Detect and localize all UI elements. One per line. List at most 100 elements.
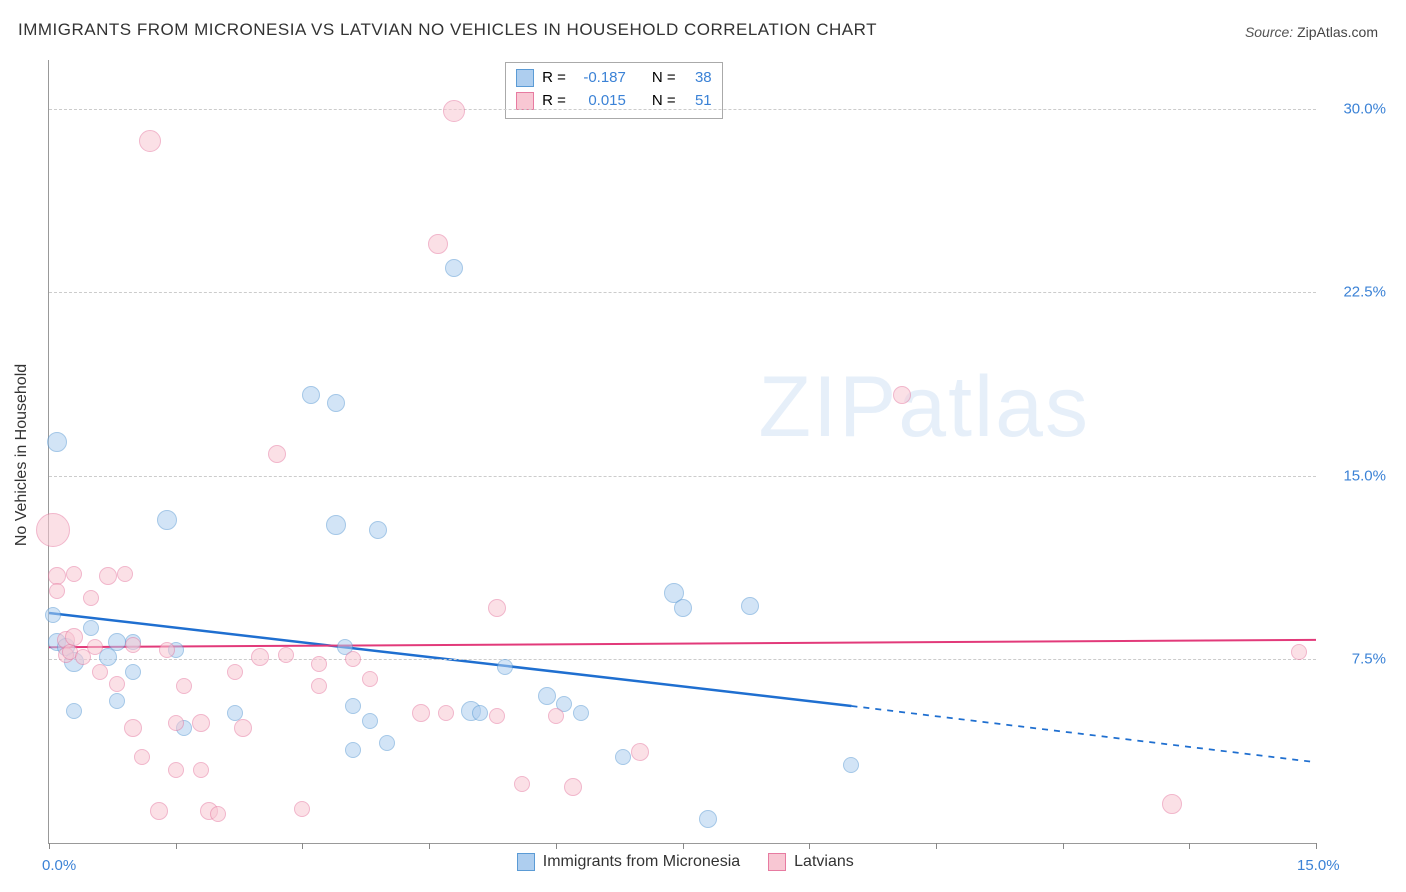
source-attribution: Source: ZipAtlas.com xyxy=(1245,24,1378,40)
data-point-latvians xyxy=(311,656,327,672)
data-point-latvians xyxy=(176,678,192,694)
data-point-latvians xyxy=(631,743,649,761)
data-point-micronesia xyxy=(497,659,513,675)
data-point-latvians xyxy=(311,678,327,694)
data-point-latvians xyxy=(362,671,378,687)
data-point-latvians xyxy=(92,664,108,680)
data-point-latvians xyxy=(412,704,430,722)
data-point-micronesia xyxy=(369,521,387,539)
swatch-latvians xyxy=(516,92,534,110)
data-point-micronesia xyxy=(157,510,177,530)
correlation-stats-box: R =-0.187N =38R =0.015N =51 xyxy=(505,62,723,119)
data-point-latvians xyxy=(251,648,269,666)
data-point-latvians xyxy=(268,445,286,463)
legend-label: Latvians xyxy=(794,853,854,871)
x-tick xyxy=(556,843,557,849)
data-point-latvians xyxy=(227,664,243,680)
y-tick-label: 22.5% xyxy=(1326,284,1386,301)
data-point-micronesia xyxy=(108,633,126,651)
watermark: ZIPatlas xyxy=(759,358,1090,457)
data-point-micronesia xyxy=(326,515,346,535)
plot-area: ZIPatlas R =-0.187N =38R =0.015N =51 7.5… xyxy=(48,60,1316,844)
x-axis-max-label: 15.0% xyxy=(1297,857,1340,874)
data-point-latvians xyxy=(564,778,582,796)
y-axis-label: No Vehicles in Household xyxy=(13,364,31,546)
data-point-latvians xyxy=(66,566,82,582)
legend-label: Immigrants from Micronesia xyxy=(543,853,740,871)
data-point-latvians xyxy=(438,705,454,721)
data-point-micronesia xyxy=(573,705,589,721)
data-point-micronesia xyxy=(47,432,67,452)
gridline xyxy=(49,476,1316,477)
x-tick xyxy=(1063,843,1064,849)
data-point-micronesia xyxy=(445,259,463,277)
data-point-latvians xyxy=(294,801,310,817)
data-point-latvians xyxy=(150,802,168,820)
y-tick-label: 30.0% xyxy=(1326,100,1386,117)
data-point-micronesia xyxy=(345,742,361,758)
r-value: -0.187 xyxy=(574,67,626,90)
trendline-extrapolated-micronesia xyxy=(851,706,1316,762)
data-point-micronesia xyxy=(83,620,99,636)
legend-item-micronesia: Immigrants from Micronesia xyxy=(517,853,740,871)
data-point-micronesia xyxy=(66,703,82,719)
x-tick xyxy=(429,843,430,849)
legend-item-latvians: Latvians xyxy=(768,853,854,871)
data-point-latvians xyxy=(36,513,70,547)
data-point-micronesia xyxy=(45,607,61,623)
data-point-latvians xyxy=(87,639,103,655)
data-point-latvians xyxy=(134,749,150,765)
data-point-latvians xyxy=(192,714,210,732)
y-tick-label: 7.5% xyxy=(1326,651,1386,668)
data-point-latvians xyxy=(99,567,117,585)
n-value: 38 xyxy=(684,67,712,90)
data-point-latvians xyxy=(193,762,209,778)
data-point-latvians xyxy=(124,719,142,737)
data-point-latvians xyxy=(443,100,465,122)
data-point-latvians xyxy=(428,234,448,254)
data-point-latvians xyxy=(139,130,161,152)
data-point-latvians xyxy=(159,642,175,658)
swatch-micronesia xyxy=(516,69,534,87)
data-point-micronesia xyxy=(699,810,717,828)
x-tick xyxy=(936,843,937,849)
r-label: R = xyxy=(542,67,566,90)
data-point-micronesia xyxy=(843,757,859,773)
stats-row-micronesia: R =-0.187N =38 xyxy=(516,67,712,90)
data-point-latvians xyxy=(548,708,564,724)
x-tick xyxy=(49,843,50,849)
data-point-latvians xyxy=(49,583,65,599)
data-point-micronesia xyxy=(125,664,141,680)
data-point-micronesia xyxy=(109,693,125,709)
data-point-micronesia xyxy=(674,599,692,617)
x-tick xyxy=(809,843,810,849)
data-point-latvians xyxy=(125,637,141,653)
source-prefix: Source: xyxy=(1245,24,1297,40)
legend-swatch-latvians xyxy=(768,853,786,871)
data-point-latvians xyxy=(65,628,83,646)
data-point-latvians xyxy=(109,676,125,692)
data-point-latvians xyxy=(278,647,294,663)
gridline xyxy=(49,109,1316,110)
data-point-latvians xyxy=(234,719,252,737)
chart-container: IMMIGRANTS FROM MICRONESIA VS LATVIAN NO… xyxy=(0,0,1406,892)
data-point-latvians xyxy=(168,715,184,731)
data-point-latvians xyxy=(488,599,506,617)
x-axis-min-label: 0.0% xyxy=(42,857,76,874)
y-tick-label: 15.0% xyxy=(1326,467,1386,484)
x-tick xyxy=(683,843,684,849)
data-point-micronesia xyxy=(379,735,395,751)
data-point-micronesia xyxy=(302,386,320,404)
data-point-micronesia xyxy=(538,687,556,705)
data-point-latvians xyxy=(168,762,184,778)
data-point-micronesia xyxy=(362,713,378,729)
data-point-latvians xyxy=(83,590,99,606)
data-point-micronesia xyxy=(741,597,759,615)
gridline xyxy=(49,659,1316,660)
data-point-latvians xyxy=(1162,794,1182,814)
data-point-latvians xyxy=(210,806,226,822)
data-point-latvians xyxy=(345,651,361,667)
source-name: ZipAtlas.com xyxy=(1297,24,1378,40)
x-tick xyxy=(1189,843,1190,849)
data-point-latvians xyxy=(1291,644,1307,660)
